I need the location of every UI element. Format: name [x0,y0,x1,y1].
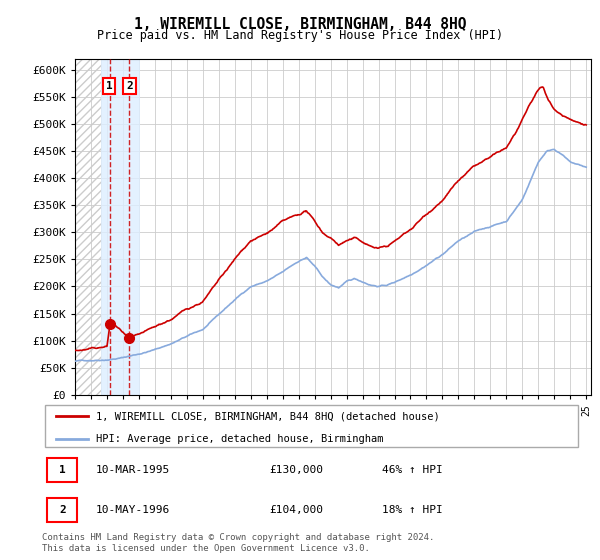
Bar [75,59,101,395]
Bar [101,59,140,395]
Text: £104,000: £104,000 [269,505,323,515]
Text: Contains HM Land Registry data © Crown copyright and database right 2024.
This d: Contains HM Land Registry data © Crown c… [42,533,434,553]
Text: 1, WIREMILL CLOSE, BIRMINGHAM, B44 8HQ: 1, WIREMILL CLOSE, BIRMINGHAM, B44 8HQ [134,17,466,32]
FancyBboxPatch shape [45,405,578,447]
Text: Price paid vs. HM Land Registry's House Price Index (HPI): Price paid vs. HM Land Registry's House … [97,29,503,42]
Text: 46% ↑ HPI: 46% ↑ HPI [382,465,443,475]
Text: 10-MAY-1996: 10-MAY-1996 [96,505,170,515]
Text: 10-MAR-1995: 10-MAR-1995 [96,465,170,475]
FancyBboxPatch shape [47,498,77,522]
Text: 1, WIREMILL CLOSE, BIRMINGHAM, B44 8HQ (detached house): 1, WIREMILL CLOSE, BIRMINGHAM, B44 8HQ (… [96,411,440,421]
Text: 1: 1 [106,81,113,91]
Text: 2: 2 [126,81,133,91]
Text: 2: 2 [59,505,65,515]
Text: HPI: Average price, detached house, Birmingham: HPI: Average price, detached house, Birm… [96,434,383,444]
Text: 18% ↑ HPI: 18% ↑ HPI [382,505,443,515]
Text: £130,000: £130,000 [269,465,323,475]
Text: 1: 1 [59,465,65,475]
FancyBboxPatch shape [47,458,77,482]
